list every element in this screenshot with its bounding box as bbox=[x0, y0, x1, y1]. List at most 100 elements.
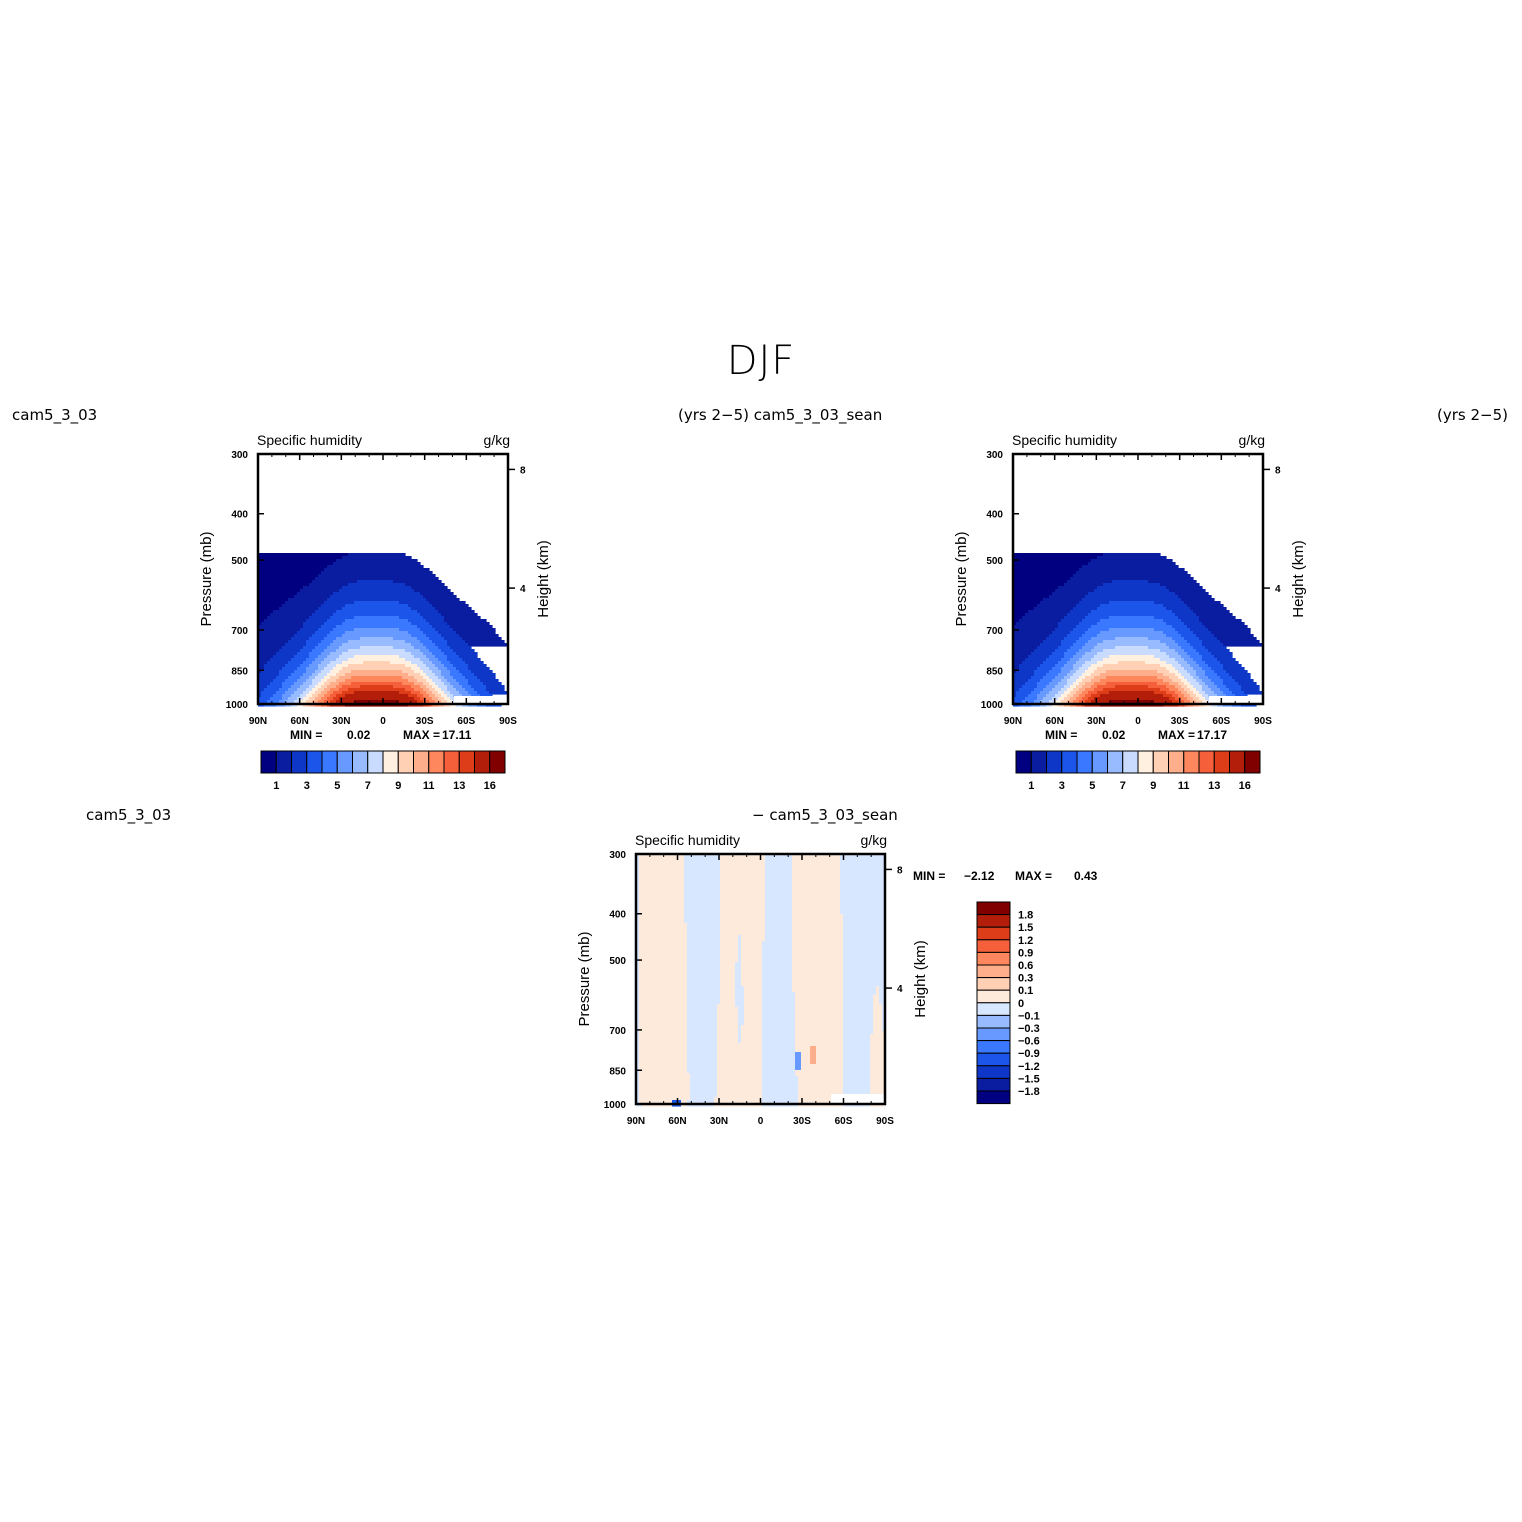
panel1-colorbar-label: 16 bbox=[484, 780, 496, 792]
panel2-title: Specific humidity bbox=[1012, 432, 1117, 448]
panel3-colorbar-label: −1.2 bbox=[1018, 1061, 1040, 1073]
panel2-y2tick-label: 4 bbox=[1275, 584, 1281, 595]
panel3-ytick-label: 700 bbox=[609, 1026, 626, 1037]
panel2-xtick-label: 30N bbox=[1087, 716, 1105, 727]
panel3-colorbar-box bbox=[976, 964, 1011, 979]
panel1-ytick-label: 400 bbox=[231, 510, 248, 521]
panel2-header-right: (yrs 2−5) bbox=[1437, 406, 1508, 424]
panel1-xtick-label: 90S bbox=[499, 716, 517, 727]
panel3-xtick-label: 0 bbox=[758, 1116, 764, 1127]
panel1-ytick-label: 850 bbox=[231, 666, 248, 677]
panel2-xtick-label: 0 bbox=[1135, 716, 1141, 727]
panel3-colorbar-label: −1.8 bbox=[1018, 1086, 1040, 1098]
panel3-ylabel: Pressure (mb) bbox=[576, 931, 593, 1026]
panel2-colorbar-label: 16 bbox=[1239, 780, 1251, 792]
panel3-y2tick-label: 4 bbox=[897, 984, 903, 995]
panel1-ytick-label: 500 bbox=[231, 556, 248, 567]
panel3-colorbar-label: −1.5 bbox=[1018, 1073, 1040, 1085]
panel3-xtick-label: 90N bbox=[627, 1116, 645, 1127]
panel1-ylabel: Pressure (mb) bbox=[198, 531, 215, 626]
panel1-y2label: Height (km) bbox=[535, 540, 552, 618]
panel2-ytick-label: 400 bbox=[986, 510, 1003, 521]
panel3-colorbar-box bbox=[976, 1077, 1011, 1092]
panel2-colorbar-label: 13 bbox=[1208, 780, 1220, 792]
panel3-contour-fill bbox=[636, 854, 886, 1107]
panel1-colorbar-label: 5 bbox=[334, 780, 340, 792]
panel2-ylabel: Pressure (mb) bbox=[953, 531, 970, 626]
panel3-colorbar-label: 1.2 bbox=[1018, 935, 1033, 947]
panel1-colorbar-label: 11 bbox=[423, 780, 435, 792]
panel2-colorbar-label: 3 bbox=[1059, 780, 1065, 792]
panel3-colorbar-label: 0.1 bbox=[1018, 985, 1033, 997]
panel3-header-left: cam5_3_03 bbox=[86, 806, 172, 824]
panel3-max-value: 0.43 bbox=[1074, 869, 1098, 883]
panel2-min-value: 0.02 bbox=[1102, 728, 1126, 742]
panel3-colorbar-box bbox=[976, 989, 1011, 1004]
panel3-colorbar-label: −0.9 bbox=[1018, 1048, 1040, 1060]
panel3-y2tick-label: 8 bbox=[897, 865, 903, 876]
panel3-min-value: −2.12 bbox=[964, 869, 995, 883]
panel2-colorbar-box bbox=[1030, 750, 1047, 774]
panel2-colorbar-box bbox=[1122, 750, 1139, 774]
panel2-colorbar-box bbox=[1076, 750, 1093, 774]
panel3-colorbar-label: 0.9 bbox=[1018, 947, 1033, 959]
panel2-colorbar-label: 9 bbox=[1150, 780, 1156, 792]
panel3-colorbar-box bbox=[976, 939, 1011, 953]
panel1-y2tick-label: 8 bbox=[520, 465, 526, 476]
panel3-header-right: − cam5_3_03_sean bbox=[752, 806, 898, 824]
panel3-units: g/kg bbox=[861, 832, 887, 848]
panel3-colorbar-box bbox=[976, 1052, 1011, 1067]
panel2-ytick-label: 500 bbox=[986, 556, 1003, 567]
panel3-colorbar-box bbox=[976, 926, 1011, 941]
panel2-xtick-label: 60S bbox=[1212, 716, 1230, 727]
panel2-xtick-label: 90N bbox=[1004, 716, 1022, 727]
panel3-colorbar-label: 1.8 bbox=[1018, 910, 1033, 922]
panel1-xtick-label: 30S bbox=[416, 716, 434, 727]
panel3-colorbar-box bbox=[976, 914, 1011, 928]
panel1-colorbar-label: 9 bbox=[395, 780, 401, 792]
panel2-colorbar-box bbox=[1183, 750, 1200, 774]
panel1-colorbar-box bbox=[352, 750, 369, 774]
panel1-contour-fill bbox=[258, 553, 508, 707]
panel2-y2label: Height (km) bbox=[1290, 540, 1307, 618]
panel1-units: g/kg bbox=[484, 432, 510, 448]
panel2-ytick-label: 1000 bbox=[981, 700, 1004, 711]
panel1-min-value: 0.02 bbox=[347, 728, 371, 742]
panel1-max-value: 17.11 bbox=[442, 728, 472, 742]
panel2-colorbar-box bbox=[1152, 750, 1169, 774]
panel2-ytick-label: 700 bbox=[986, 626, 1003, 637]
panel3-colorbar-label: −0.3 bbox=[1018, 1023, 1040, 1035]
panel2-xtick-label: 60N bbox=[1045, 716, 1063, 727]
panel2-colorbar-box bbox=[1137, 750, 1154, 774]
panel3-colorbar-label: 0.6 bbox=[1018, 960, 1033, 972]
panel1-missing-region bbox=[454, 696, 508, 704]
panel3-colorbar-label: −0.1 bbox=[1018, 1010, 1040, 1022]
panel3-colorbar-box bbox=[976, 1002, 1011, 1016]
panel2-min-label: MIN = bbox=[1045, 728, 1077, 742]
panel1-xtick-label: 0 bbox=[380, 716, 386, 727]
panel2-max-value: 17.17 bbox=[1197, 728, 1227, 742]
panel1-colorbar-box bbox=[397, 750, 414, 774]
panel1-header-left: cam5_3_03 bbox=[12, 406, 98, 424]
panel2-units: g/kg bbox=[1239, 432, 1265, 448]
panel3-colorbar-label: 0 bbox=[1018, 998, 1024, 1010]
panel1-max-label: MAX = bbox=[403, 728, 440, 742]
panel1-xtick-label: 30N bbox=[332, 716, 350, 727]
panel3-ytick-label: 1000 bbox=[604, 1100, 627, 1111]
panel1-colorbar-box bbox=[367, 750, 384, 774]
panel1-ytick-label: 1000 bbox=[226, 700, 249, 711]
panel1-colorbar-box bbox=[291, 750, 308, 774]
panel2-colorbar-box bbox=[1046, 750, 1063, 774]
panel1-colorbar-box bbox=[428, 750, 445, 774]
panel1-colorbar-box bbox=[321, 750, 338, 774]
panel2-colorbar-box bbox=[1244, 750, 1261, 774]
panel2-colorbar-box bbox=[1229, 750, 1246, 774]
panel2-colorbar-box bbox=[1198, 750, 1215, 774]
panel2-contour-fill bbox=[1013, 553, 1263, 707]
panel3-xtick-label: 90S bbox=[876, 1116, 894, 1127]
panel3-missing-region bbox=[831, 1094, 885, 1104]
panel2-ytick-label: 850 bbox=[986, 666, 1003, 677]
panel3-ytick-label: 400 bbox=[609, 910, 626, 921]
panel3-colorbar-box bbox=[976, 1014, 1011, 1029]
panel3-colorbar-box bbox=[976, 1027, 1011, 1042]
